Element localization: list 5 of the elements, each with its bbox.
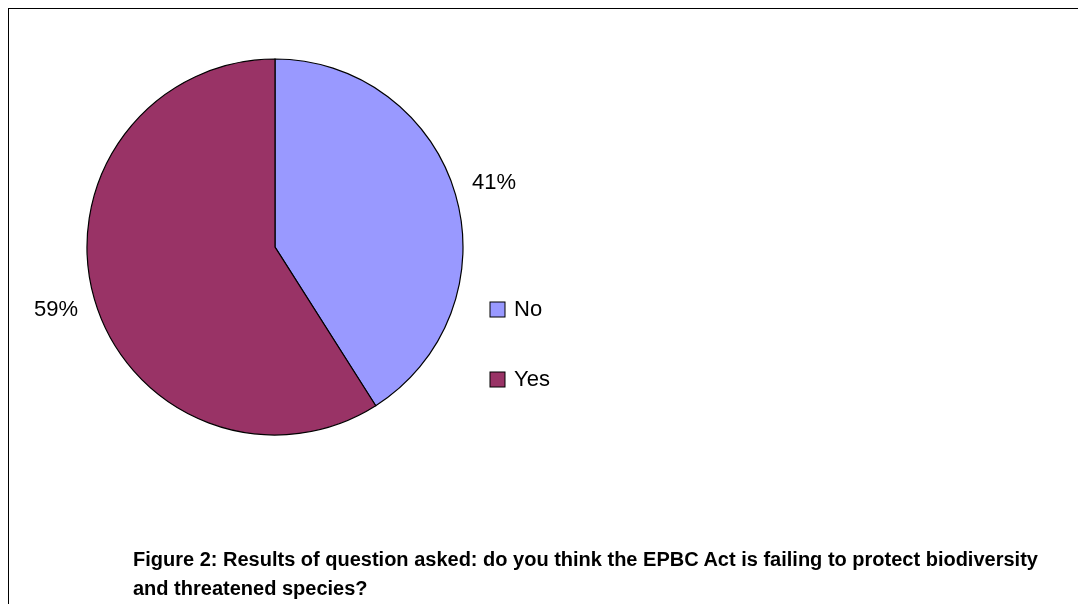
- legend-label: Yes: [514, 365, 550, 391]
- legend-label: No: [514, 295, 543, 321]
- data-label: 59%: [34, 296, 79, 322]
- data-label: 41%: [471, 169, 516, 195]
- caption: Figure 2: Results of question asked: do you think the EPBC Act is failing to protect biodiversity and threatened species?: [133, 548, 1039, 599]
